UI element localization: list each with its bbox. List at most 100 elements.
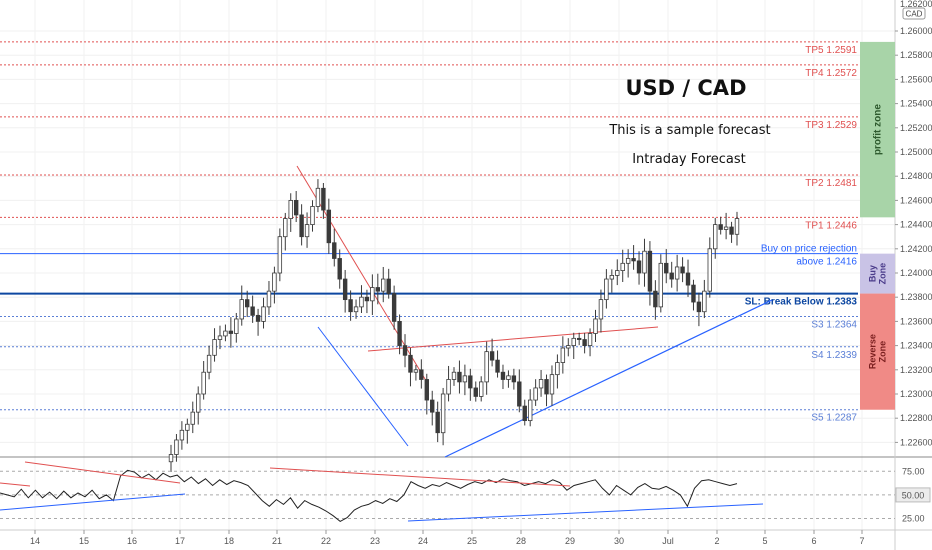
price-tick-label: 1.23200 [900,365,932,375]
price-tick-label: 1.24800 [900,171,932,181]
time-tick-label: 18 [224,536,234,546]
zone-label: Zone [878,263,888,285]
candle-body [250,306,255,316]
candle-body [304,224,310,238]
candle-body [647,250,653,292]
candle-body [217,335,223,340]
candle-body [348,299,353,313]
level-label: TP4 1.2572 [805,68,857,79]
zone-label-group: Reverse Zone [868,334,888,369]
candle-body [680,266,685,274]
candle-body [228,330,234,334]
price-axis: 1.26000 1.25800 1.25600 1.25400 1.25200 1.250… [895,0,932,447]
price-tick-label: 1.24200 [900,244,932,254]
candle-body [696,301,702,313]
candle-body [223,330,228,337]
chart-subtitle: This is a sample forecast [608,123,770,138]
time-tick-label: 29 [565,536,575,546]
candle-body [527,399,533,422]
candle-body [440,393,446,434]
zone-label: Buy [868,265,878,282]
candle-body [342,278,348,301]
price-tick-label: 1.25000 [900,147,932,157]
candle-body [653,290,658,308]
candle-body [430,399,435,413]
zone-box [860,253,895,294]
candle-body [555,362,560,376]
candle-body [642,250,647,274]
candle-body [277,236,283,274]
rsi-trend-red [24,461,181,484]
rsi-tick-label: 75.00 [902,466,925,476]
candle-body [576,337,582,340]
candle-body [582,339,587,346]
candle-body [168,454,174,463]
candle-body [702,290,707,313]
candle-body [691,284,696,303]
level-label: TP2 1.2481 [805,178,857,189]
candle-body [283,218,288,238]
candle-body [718,224,723,230]
time-tick-label: Jul [662,536,674,546]
price-tick-label: 1.24600 [900,195,932,205]
time-tick-label: 24 [418,536,428,546]
candle-body [201,371,206,395]
candle-body [560,347,566,363]
level-label: above 1.2416 [796,257,857,268]
time-tick-label: 6 [811,536,816,546]
time-tick-label: 14 [30,536,40,546]
candle-body [435,411,440,434]
zones: profit zone Buy Zone Reverse Zone [860,41,895,410]
trend-line-blue [317,326,409,447]
candle-body [479,381,484,397]
candle-body [631,258,636,262]
zone-box [860,293,895,410]
zone-label: profit zone [873,104,884,156]
candle-body [571,337,576,346]
candle-body [315,187,321,207]
time-tick-label: 2 [714,536,719,546]
level-label: S3 1.2364 [811,320,857,331]
candle-body [179,429,185,441]
candle-body [566,345,571,349]
candle-body [500,371,506,380]
time-tick-label: 7 [859,536,864,546]
candle-body [446,379,451,395]
candle-body [299,214,304,238]
candle-body [386,278,391,294]
candle-body [413,369,419,373]
time-axis: 14 15 16 17 18 21 22 23 24 25 28 29 30 Jul 2 5 6 7 [30,530,865,546]
candle-body [255,314,261,322]
candle-body [381,278,386,292]
candle-body [375,287,381,292]
level-label: TP5 1.2591 [805,45,857,56]
rsi-trend-blue [0,493,186,511]
candle-body [495,359,500,373]
level-label: SL: Break Below 1.2383 [745,297,858,308]
rsi-panel: 50.00 75.00 25.00 [0,461,931,524]
candle-body [326,209,332,244]
candle-body [506,375,511,380]
candle-body [174,439,179,455]
candle-body [190,411,195,425]
time-tick-label: 23 [370,536,380,546]
candle-body [364,296,370,302]
candle-body [288,199,293,219]
candle-body [674,266,680,280]
candle-body [419,369,424,380]
candle-body [609,275,615,280]
zone-label: Reverse [868,334,878,369]
candle-body [598,299,604,320]
candle-body [713,224,718,250]
price-tick-label: 1.25200 [900,123,932,133]
rsi-trend-red-2 [269,467,571,487]
price-tick-label: 1.25600 [900,74,932,84]
candle-body [522,405,527,422]
candle-body [212,339,217,356]
candle-body [685,272,691,286]
candle-body [707,248,712,292]
candle-body [239,299,244,320]
candle-body [533,387,538,401]
candle-body [658,262,664,308]
